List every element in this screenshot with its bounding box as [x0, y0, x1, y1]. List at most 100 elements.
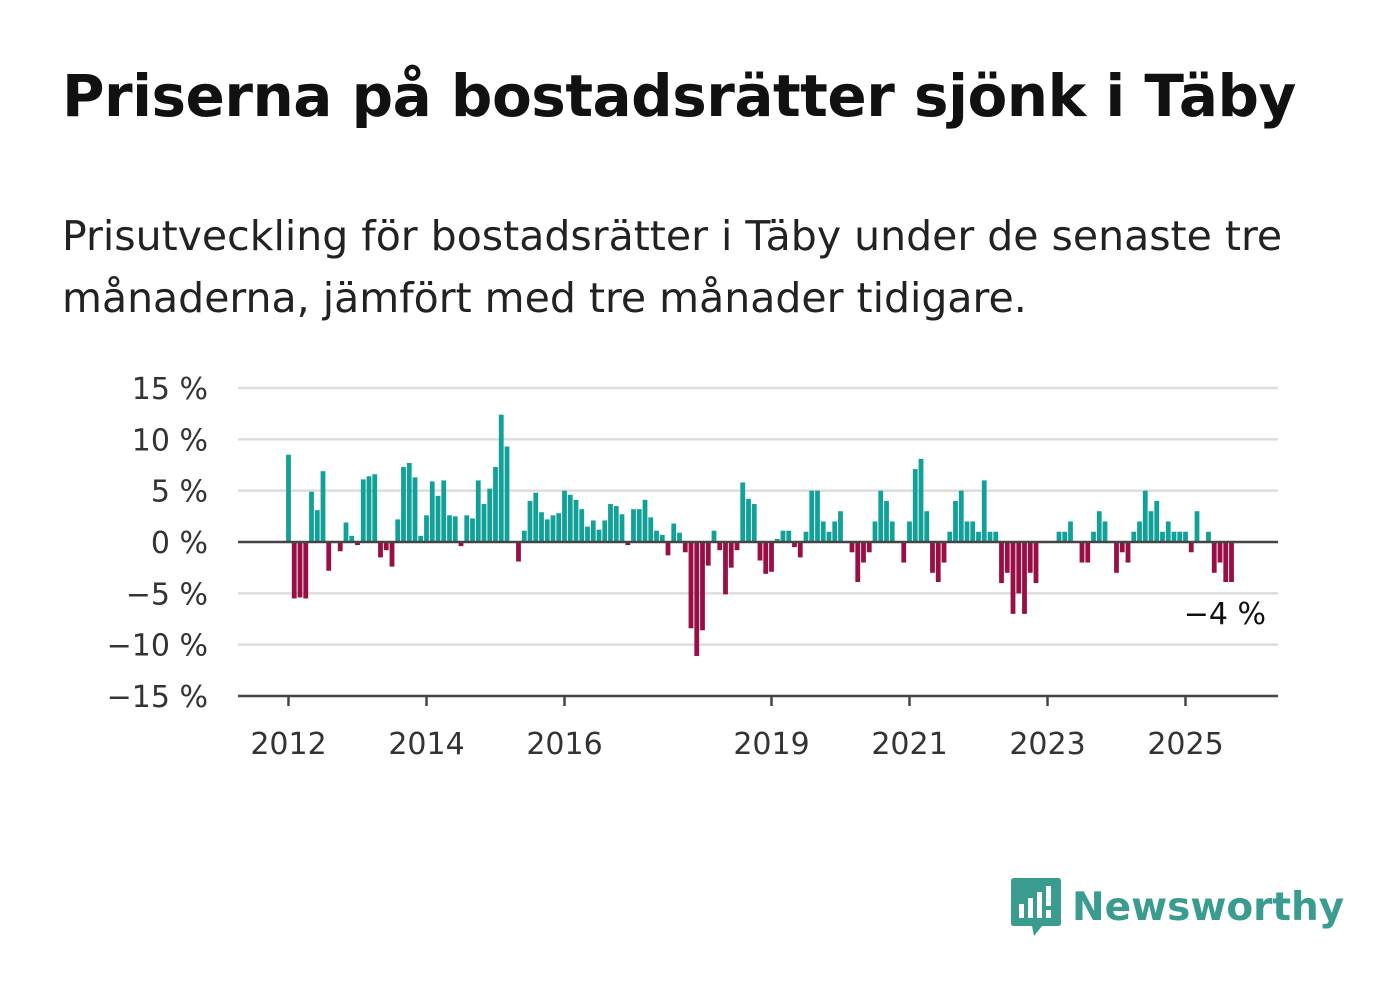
bar — [596, 529, 602, 542]
bar — [677, 532, 682, 542]
bar — [326, 542, 332, 571]
bar — [728, 542, 734, 568]
bar — [1056, 531, 1062, 542]
bar — [1194, 511, 1200, 542]
bar — [723, 542, 728, 595]
bar — [999, 542, 1004, 584]
bar — [470, 518, 475, 542]
bar — [516, 542, 521, 562]
bar — [1171, 531, 1177, 542]
bar — [1160, 531, 1165, 542]
bar — [1085, 542, 1091, 563]
bar — [401, 467, 406, 542]
bar — [792, 542, 797, 548]
bar — [884, 500, 889, 542]
bar — [832, 521, 838, 542]
bar — [993, 531, 999, 542]
bar — [1223, 542, 1229, 583]
y-tick-label: 0 % — [151, 526, 208, 561]
bar — [297, 542, 303, 598]
y-tick-label: −15 % — [107, 680, 208, 715]
bar — [705, 542, 711, 566]
y-tick-label: −5 % — [126, 577, 208, 612]
bar — [872, 521, 878, 542]
bar — [608, 504, 613, 542]
bar — [981, 480, 987, 542]
bar — [866, 542, 872, 553]
x-axis-ticks: 2012 2014 2016 2019 2021 2023 2025 — [250, 696, 1224, 762]
bar — [1102, 521, 1108, 542]
bar — [452, 516, 458, 542]
bar — [533, 492, 539, 542]
bar — [562, 490, 567, 542]
bar — [688, 542, 694, 629]
newsworthy-chart-bubble-icon — [1011, 878, 1061, 936]
bar — [642, 499, 648, 542]
bar — [355, 542, 360, 546]
y-tick-label: 10 % — [132, 423, 208, 458]
bar — [941, 542, 947, 563]
bar — [970, 521, 976, 542]
bar — [1188, 542, 1194, 553]
bar — [1148, 511, 1154, 542]
bar — [958, 490, 964, 542]
bar — [412, 477, 418, 542]
bar — [424, 515, 429, 542]
bar — [964, 521, 970, 542]
bar — [849, 542, 855, 553]
bar — [303, 542, 309, 599]
bar — [550, 515, 556, 542]
bar — [763, 542, 769, 574]
x-tick-label: 2016 — [526, 727, 602, 762]
bar — [309, 491, 314, 542]
bar — [590, 520, 596, 542]
bar — [539, 512, 544, 542]
last-value-label: −4 % — [1184, 597, 1266, 632]
bar — [475, 480, 481, 542]
bar — [1096, 511, 1102, 542]
bar — [1137, 521, 1142, 542]
bar — [493, 467, 498, 542]
bar — [987, 531, 993, 542]
bars — [286, 414, 1234, 656]
bar — [1183, 531, 1188, 542]
bar — [861, 542, 866, 563]
bar — [429, 481, 435, 542]
bar — [711, 530, 717, 542]
bar — [1033, 542, 1039, 584]
bar — [1154, 500, 1160, 542]
bar — [613, 506, 619, 542]
bar — [366, 476, 372, 542]
bar — [320, 471, 326, 542]
chart-subtitle: Prisutveckling för bostadsrätter i Täby … — [62, 212, 1283, 322]
bar — [602, 520, 608, 542]
bar — [458, 542, 464, 547]
bar — [579, 509, 585, 542]
x-tick-label: 2021 — [871, 727, 947, 762]
bar — [803, 531, 809, 542]
bar — [717, 542, 723, 551]
bar — [746, 498, 751, 542]
bar — [694, 542, 700, 656]
bar — [838, 511, 843, 542]
bar — [820, 521, 826, 542]
bar — [855, 542, 861, 583]
bar — [659, 534, 665, 542]
bar — [947, 531, 953, 542]
bar — [671, 523, 677, 542]
bar — [521, 530, 527, 542]
bar — [1079, 542, 1085, 563]
bar — [556, 513, 562, 542]
bar — [625, 542, 631, 546]
bar — [544, 519, 550, 542]
bar — [406, 462, 412, 542]
bar — [1119, 542, 1125, 553]
x-tick-label: 2025 — [1147, 727, 1223, 762]
bar — [740, 482, 746, 542]
chart-title: Priserna på bostadsrätter sjönk i Täby — [62, 62, 1296, 130]
bar — [878, 490, 884, 542]
x-tick-label: 2023 — [1009, 727, 1085, 762]
bar — [1022, 542, 1027, 614]
bar — [286, 454, 291, 542]
